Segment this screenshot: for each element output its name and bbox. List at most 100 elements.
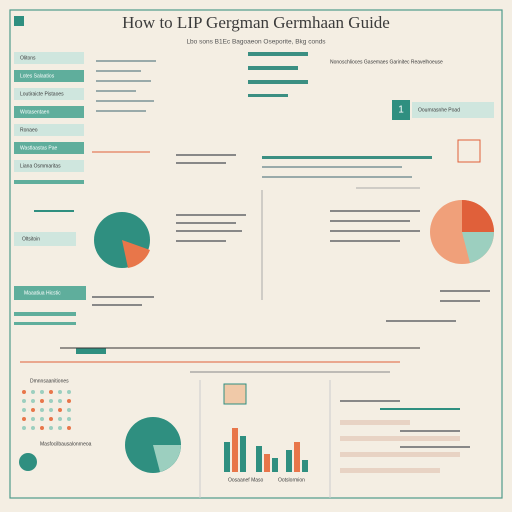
dot [58,399,62,403]
dot [40,426,44,430]
dot [58,417,62,421]
chart-bar [302,460,308,472]
sidebar: Olitons Lotes Salaatios Loutiraicte Pistao… [14,52,84,172]
text-bar [176,230,242,232]
dot [40,408,44,412]
text-bar [76,348,106,354]
dot [19,453,37,471]
subtitle: Lbo sons B1Ec Bagoaeon Oseporite, Bkg co… [186,39,326,46]
text-bar [96,60,156,62]
sidebar-label: Olitons [20,55,36,61]
pie-slice [153,445,181,472]
text-bar [330,230,420,232]
text-bar [262,166,402,168]
tag-box [14,232,76,246]
text-bar [400,446,470,448]
sidebar-label: Liana Osmmaritas [20,163,61,169]
pie-slice [462,200,494,232]
sidebar-item [14,142,84,154]
decorations [14,52,494,498]
text-bar [340,420,410,425]
dot [22,426,26,430]
dot [49,408,53,412]
highlight-box [14,286,86,300]
text-bar [340,468,440,473]
dot [67,417,71,421]
text-bar [176,162,226,164]
sidebar-item [14,70,84,82]
step-label: Ooumrasnhe Poad [418,107,460,113]
sidebar-label: Wotasentaen [20,109,50,115]
dot [58,426,62,430]
dot [40,417,44,421]
text-bar [248,94,288,97]
text-bar [248,66,298,70]
dot [40,390,44,394]
dot [49,399,53,403]
dot [67,399,71,403]
sidebar-item [14,88,84,100]
text-bar [330,220,410,222]
text-bar [262,156,432,159]
text-bar [400,430,460,432]
sidebar-label: Lotes Salaatios [20,73,55,79]
dot [58,390,62,394]
text-bar [386,320,456,322]
chart-caption-1: Oosaanef Maso [228,477,264,483]
text-bar [14,312,76,316]
step-badge [392,100,410,120]
dot [31,417,35,421]
dot [31,399,35,403]
text-bar [96,100,154,102]
text-bar [248,80,308,84]
dot [22,408,26,412]
dot [49,390,53,394]
text-bar [176,214,246,216]
text-bar [340,452,460,457]
dot [22,417,26,421]
chart-bar [294,442,300,472]
chart-bar [272,458,278,472]
text-bar [262,176,412,178]
frame [9,9,503,499]
dot [22,399,26,403]
text-bar [92,304,142,306]
dot [58,408,62,412]
pie-slice [122,240,150,268]
chart-bar [286,450,292,472]
sidebar-item [14,124,84,136]
dot [67,408,71,412]
sidebar-item [14,160,84,172]
chart-bar [224,442,230,472]
chart-bar [240,436,246,472]
sidebar-label: Wastlaastas Pae [20,145,58,151]
text-bar [176,240,226,242]
sidebar-item [14,52,84,64]
text-bar [176,222,236,224]
dot [31,426,35,430]
dot [22,390,26,394]
chart-caption-2: Ootslormion [278,477,305,483]
text-bar [96,90,136,92]
sidebar-label: Ronaeo [20,127,38,133]
step-panel [412,102,494,118]
chart-bar [232,428,238,472]
pie-slice [462,232,494,263]
text-bar [96,70,141,72]
dot [31,390,35,394]
chart-bar [256,446,262,472]
text-bar [340,400,400,402]
dot [49,426,53,430]
text-bar [34,210,74,212]
text-bar [440,290,490,292]
logo [14,16,24,26]
text-bar [248,52,308,56]
text-bar [14,180,84,184]
chart-bar [264,454,270,472]
text-bar [96,110,146,112]
dot [31,408,35,412]
text-bar [92,296,154,298]
text-bar [440,300,480,302]
